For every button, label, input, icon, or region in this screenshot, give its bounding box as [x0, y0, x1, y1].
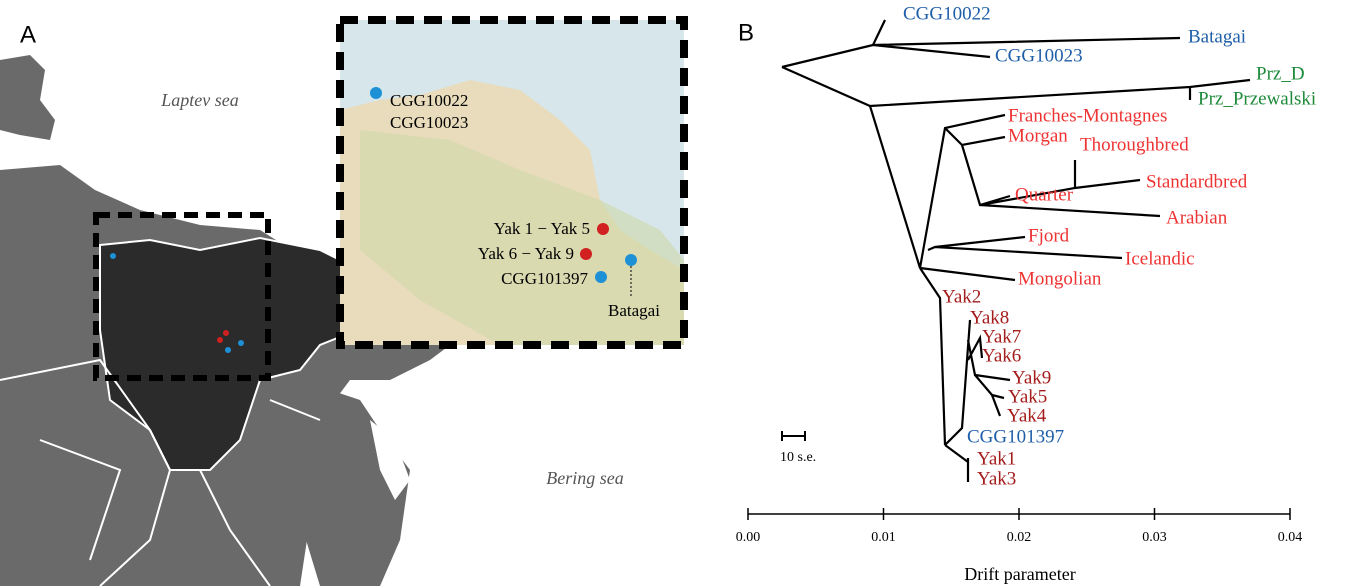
- site-dot: [595, 271, 607, 283]
- site-dot: [225, 347, 231, 353]
- leaf-label: Thoroughbred: [1080, 134, 1189, 155]
- tick-label: 0.02: [1007, 530, 1032, 545]
- sea-label: Bering sea: [546, 468, 623, 488]
- tree-branches: [781, 19, 1251, 482]
- axis-title: Drift parameter: [964, 564, 1075, 584]
- leaf-label: Prz_Przewalski: [1198, 88, 1316, 109]
- site-dot: [580, 248, 592, 260]
- land: [0, 55, 55, 140]
- site-dot: [223, 330, 229, 336]
- leaf-label: Batagai: [1188, 26, 1246, 47]
- region: [99, 236, 387, 471]
- zoom-box: [93, 212, 271, 381]
- leaf-label: Yak6: [982, 345, 1021, 366]
- leaf-label: CGG101397: [967, 426, 1064, 447]
- site-label: CGG10023: [390, 113, 468, 132]
- leaf-label: Mongolian: [1018, 268, 1102, 289]
- site-dot: [625, 254, 637, 266]
- scale-label: 10 s.e.: [780, 450, 816, 465]
- site-dot: [370, 87, 382, 99]
- leaf-label: Yak2: [942, 286, 981, 307]
- map-panel: A Laptev sea Bering sea CGG10022 CGG1002…: [0, 16, 688, 586]
- site-dot: [217, 337, 223, 343]
- leaf-label: Morgan: [1008, 125, 1068, 146]
- leaf-label: Yak9: [1012, 367, 1051, 388]
- site-label: Yak 1 − Yak 5: [494, 219, 590, 238]
- inset-sea: [340, 20, 684, 270]
- leaf-label: Yak3: [977, 468, 1016, 489]
- leaf-label: Franches-Montagnes: [1008, 105, 1167, 126]
- leaf-label: Quarter: [1015, 184, 1074, 205]
- tick-label: 0.04: [1278, 530, 1303, 545]
- site-dot: [597, 223, 609, 235]
- leaf-label: CGG10023: [995, 45, 1083, 66]
- panel-label: A: [20, 21, 36, 48]
- leaf-label: Yak7: [982, 326, 1021, 347]
- site-label: CGG101397: [501, 269, 588, 288]
- panel-label: B: [738, 19, 754, 46]
- leaf-label: Fjord: [1028, 225, 1070, 246]
- site-dot: [110, 253, 116, 259]
- tick-label: 0.01: [871, 530, 896, 545]
- leaf-label: Yak4: [1007, 405, 1047, 426]
- sea-label: Laptev sea: [160, 90, 238, 110]
- sea: [370, 420, 410, 500]
- leaf-label: Prz_D: [1256, 63, 1305, 84]
- site-label: CGG10022: [390, 91, 468, 110]
- leaf-label: Yak1: [977, 448, 1016, 469]
- inset-vegetation: [360, 130, 684, 345]
- leaf-label: Yak8: [970, 307, 1009, 328]
- leaf-label: Icelandic: [1125, 248, 1195, 269]
- tick-label: 0.03: [1142, 530, 1167, 545]
- tick-label: 0.00: [736, 530, 761, 545]
- site-dot: [238, 340, 244, 346]
- leaf-label: Standardbred: [1146, 171, 1248, 192]
- inset-frame: [336, 16, 688, 349]
- tree-panel: B 10 s.e. Drift parameter CGG10022 Bataga…: [736, 3, 1316, 584]
- leaf-label: Yak5: [1008, 386, 1047, 407]
- leaf-label: Arabian: [1166, 207, 1228, 228]
- site-label: Yak 6 − Yak 9: [478, 244, 574, 263]
- leaf-label: CGG10022: [903, 3, 991, 24]
- site-label: Batagai: [608, 301, 660, 320]
- land: [300, 380, 410, 586]
- borders: [0, 358, 321, 586]
